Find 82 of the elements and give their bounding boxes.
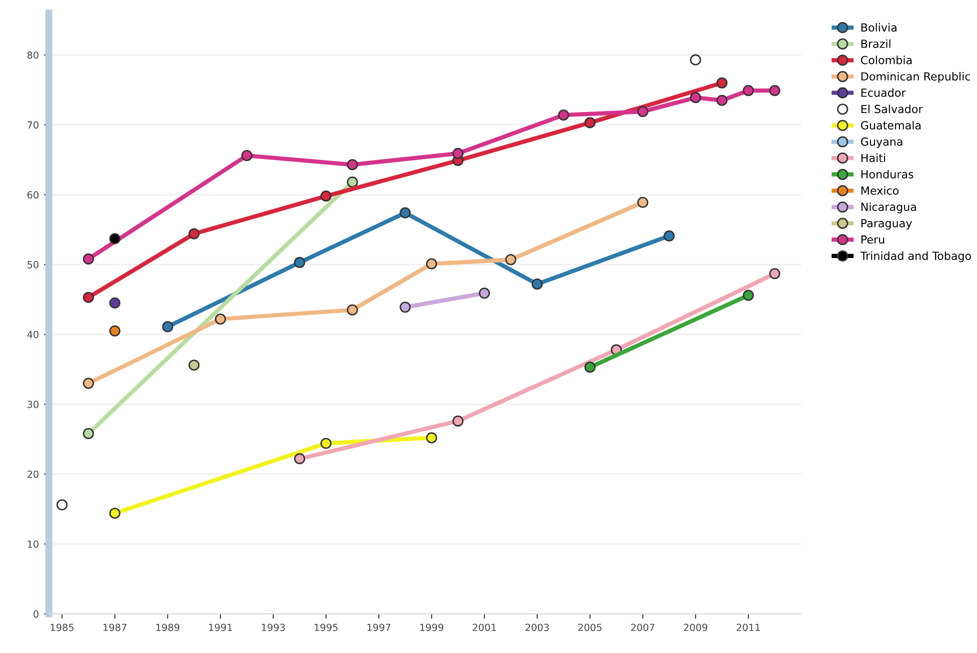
- point: [478, 288, 490, 299]
- legend-label: Peru: [861, 235, 884, 244]
- legend-label: Colombia: [861, 56, 912, 64]
- point: [742, 85, 754, 96]
- point: [769, 85, 780, 96]
- point: [452, 148, 464, 160]
- point: [584, 362, 596, 373]
- point: [532, 278, 543, 290]
- point: [188, 360, 200, 371]
- y-tick-label: 30: [28, 400, 38, 408]
- x-tick-label: 2007: [631, 624, 654, 632]
- legend-label: Paraguay: [861, 219, 912, 230]
- point: [241, 150, 252, 162]
- x-tick-label: 2003: [526, 624, 549, 632]
- point: [109, 297, 120, 309]
- point: [769, 268, 780, 280]
- point: [109, 508, 120, 519]
- point: [346, 176, 358, 188]
- y-tick-label: 20: [27, 470, 38, 478]
- legend-label: Guatemala: [861, 120, 921, 130]
- point: [505, 254, 516, 266]
- point: [452, 415, 464, 427]
- legend-label: Brazil: [861, 39, 890, 48]
- point: [214, 313, 226, 325]
- x-tick-label: 1987: [104, 624, 126, 632]
- x-tick-label: 1999: [420, 624, 444, 632]
- point: [716, 77, 728, 88]
- x-tick-label: 1985: [50, 624, 74, 632]
- point: [584, 117, 596, 128]
- point: [82, 292, 94, 303]
- legend-label: Honduras: [861, 170, 914, 178]
- point: [742, 290, 754, 301]
- y-tick-label: 80: [27, 51, 38, 59]
- point: [637, 106, 648, 118]
- x-tick-label: 1989: [156, 624, 180, 632]
- x-tick-label: 2011: [736, 624, 760, 632]
- y-tick-label: 10: [28, 540, 38, 548]
- legend-label: Guyana: [861, 137, 902, 148]
- point: [320, 190, 332, 202]
- point: [56, 499, 68, 510]
- point: [109, 233, 120, 244]
- point: [637, 196, 648, 208]
- legend-label: Nicaragua: [861, 202, 916, 214]
- x-tick-label: 1995: [314, 624, 338, 632]
- point: [690, 92, 702, 104]
- legend-label: El Salvador: [861, 104, 923, 114]
- y-tick-label: 50: [28, 261, 38, 268]
- point: [400, 207, 411, 218]
- point: [294, 256, 306, 268]
- point: [690, 54, 702, 66]
- x-tick-label: 2009: [684, 624, 708, 632]
- x-tick-label: 1997: [368, 624, 390, 632]
- y-tick-label: 0: [34, 610, 38, 618]
- x-tick-label: 1993: [262, 624, 285, 632]
- point: [162, 321, 174, 332]
- x-tick-label: 2001: [472, 624, 496, 632]
- point: [320, 438, 332, 449]
- legend-label: Ecuador: [861, 88, 906, 97]
- point: [426, 258, 438, 270]
- point: [716, 94, 728, 106]
- point: [82, 253, 94, 265]
- x-tick-label: 1991: [209, 624, 232, 632]
- point: [188, 228, 200, 240]
- point: [400, 302, 411, 313]
- point: [426, 432, 438, 444]
- point: [346, 304, 358, 316]
- legend-label: Haiti: [861, 154, 886, 162]
- point: [664, 230, 675, 242]
- point: [346, 159, 358, 170]
- point: [109, 325, 120, 336]
- y-tick-label: 40: [27, 330, 38, 338]
- legend-label: Trinidad and Tobago: [860, 251, 971, 262]
- y-tick-label: 60: [27, 191, 38, 199]
- legend-label: Dominican Republic: [861, 72, 970, 83]
- point: [294, 453, 306, 464]
- legend-label: Bolivia: [861, 23, 896, 32]
- point: [82, 428, 94, 440]
- y-tick-label: 70: [28, 121, 38, 129]
- point: [558, 109, 570, 121]
- x-tick-label: 2005: [578, 624, 602, 632]
- point: [82, 378, 94, 389]
- legend-label: Mexico: [861, 186, 899, 195]
